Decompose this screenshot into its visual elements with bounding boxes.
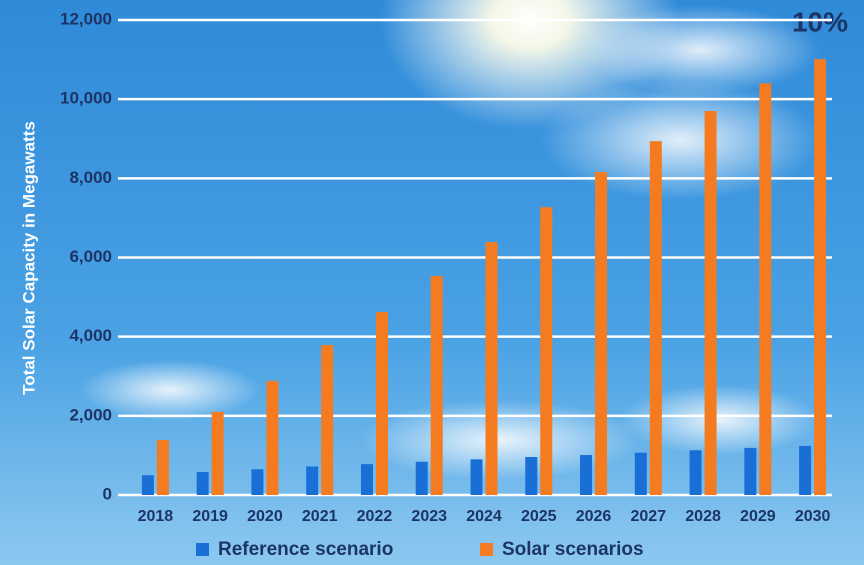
cloud: [540, 80, 820, 200]
bar: [470, 459, 483, 495]
x-tick-label: 2029: [740, 508, 776, 525]
bar: [759, 83, 772, 495]
cloud: [360, 400, 640, 480]
x-tick-label: 2027: [631, 508, 667, 525]
bar: [799, 445, 812, 495]
bar: [580, 455, 593, 495]
bar: [649, 141, 662, 495]
cloud: [80, 360, 260, 420]
bar: [634, 452, 647, 495]
legend-marker: [196, 543, 209, 556]
bar: [141, 475, 154, 495]
x-tick-label: 2023: [411, 508, 447, 525]
bar: [266, 381, 279, 495]
bar: [595, 172, 608, 495]
annotation: 10%: [792, 6, 848, 37]
bar: [814, 59, 827, 495]
x-tick-label: 2018: [138, 508, 174, 525]
bar: [415, 461, 428, 495]
bar: [485, 242, 498, 495]
bar: [321, 344, 334, 495]
y-tick-label: 10,000: [60, 89, 112, 108]
bar: [430, 276, 443, 495]
bar: [196, 472, 209, 495]
y-tick-label: 12,000: [60, 9, 112, 28]
x-tick-label: 2022: [357, 508, 393, 525]
y-axis-label: Total Solar Capacity in Megawatts: [19, 121, 38, 395]
legend-marker: [480, 543, 493, 556]
bar: [156, 439, 169, 495]
x-tick-label: 2030: [795, 508, 831, 525]
y-tick-label: 8,000: [69, 168, 112, 187]
bar: [211, 411, 224, 495]
x-tick-label: 2026: [576, 508, 612, 525]
legend-label: Solar scenarios: [502, 539, 644, 560]
x-tick-label: 2019: [192, 508, 228, 525]
y-tick-label: 4,000: [69, 326, 112, 345]
x-tick-label: 2024: [466, 508, 502, 525]
bar: [375, 312, 388, 495]
cloud: [580, 5, 820, 95]
y-tick-label: 6,000: [69, 247, 112, 266]
x-tick-label: 2020: [247, 508, 283, 525]
x-tick-label: 2028: [685, 508, 721, 525]
bar: [251, 469, 264, 495]
bar: [540, 207, 553, 495]
bar: [360, 464, 373, 495]
bar: [525, 457, 538, 495]
x-tick-label: 2021: [302, 508, 338, 525]
bar: [704, 111, 717, 496]
y-tick-label: 2,000: [69, 405, 112, 424]
bar: [689, 450, 702, 495]
legend-label: Reference scenario: [218, 539, 393, 560]
y-tick-label: 0: [103, 484, 112, 503]
x-tick-label: 2025: [521, 508, 557, 525]
bar: [306, 466, 319, 495]
bar: [744, 447, 757, 495]
